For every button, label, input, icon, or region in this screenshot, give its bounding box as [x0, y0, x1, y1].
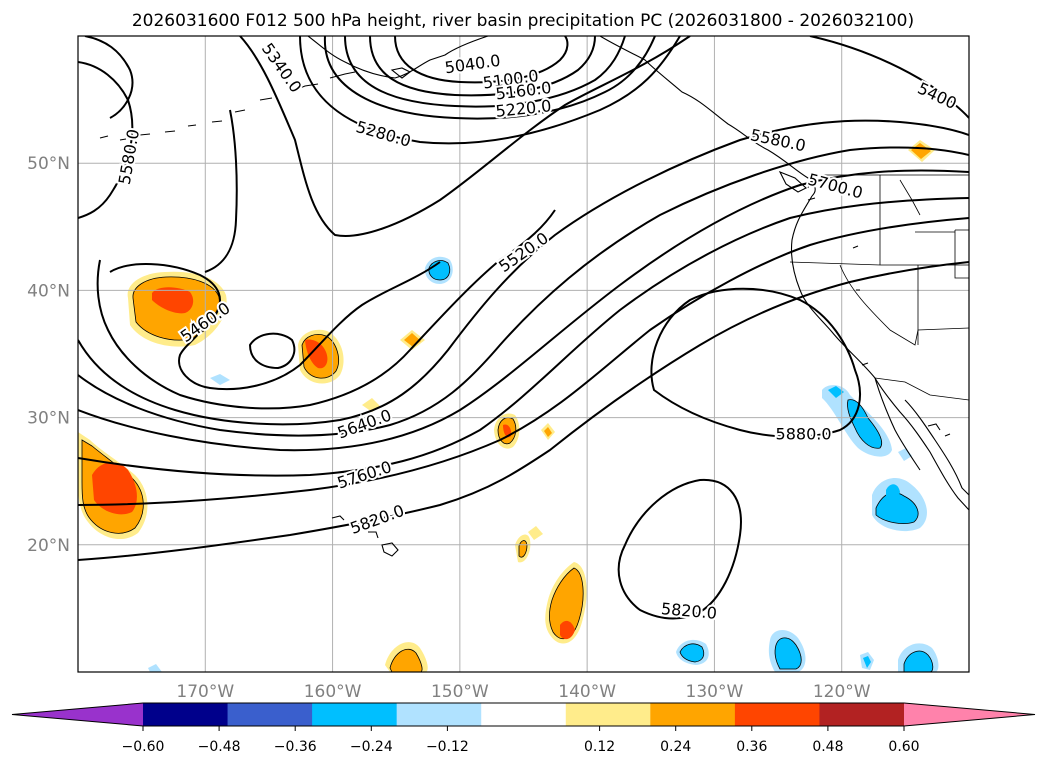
contour-5520: [96, 209, 556, 410]
contour-5640: [78, 146, 969, 437]
colorbar-tick-label: 0.48: [812, 739, 843, 755]
colorbar-segment: [650, 703, 736, 726]
contour-5700: [78, 169, 969, 452]
lon-tick-label: 130°W: [686, 682, 744, 702]
lat-tick-label: 40°N: [27, 281, 70, 301]
coastline-us-west: [790, 195, 969, 511]
colorbar-tick-label: 0.36: [736, 739, 767, 755]
contour-5580b: [204, 109, 238, 273]
coastline-baja-peninsula: [874, 377, 921, 471]
lat-tick-label: 50°N: [27, 154, 70, 174]
contour-5280: [299, 36, 681, 145]
colorbar-tick-label: 0.24: [660, 739, 691, 755]
colorbar-tick-label: 0.60: [888, 739, 919, 755]
precip-area-negative-pc: [148, 256, 939, 672]
contour-5580c: [78, 119, 969, 426]
colorbar-tick-labels: −0.60 −0.48 −0.36 −0.24 −0.12 0.12 0.24 0.36 0.4…: [122, 726, 920, 755]
contour-5160: [344, 36, 626, 108]
contour-5340b: [239, 36, 691, 237]
contour-5760: [78, 197, 969, 477]
coastline-british-columbia: [599, 36, 816, 197]
figure-title: 2026031600 F012 500 hPa height, river ba…: [132, 11, 914, 31]
contour-5100: [369, 36, 596, 97]
contour-5820b: [78, 261, 969, 561]
contour-5220: [323, 36, 656, 120]
colorbar-extend-low: [12, 703, 143, 726]
contour-5340: [84, 36, 134, 119]
colorbar-tick-label: −0.12: [426, 739, 469, 755]
colorbar-segment: [227, 703, 313, 726]
coastline-hawaii: [331, 515, 399, 557]
precipitation-shading: [78, 140, 939, 672]
precip-area-east-pacific-spots: [362, 140, 935, 672]
precip-area-dateline-subtropics: [78, 432, 148, 540]
coastline-vancouver-island: [778, 170, 807, 193]
coastline-baja-gulf: [904, 399, 969, 496]
map-gridlines: [78, 36, 969, 672]
map-frame: [77, 35, 970, 673]
contour-5400: [809, 36, 969, 119]
coastline-islands-east-pacific: [807, 197, 951, 437]
contour-5820-south: [617, 478, 742, 620]
contour-5880: [650, 287, 861, 438]
colorbar-segment: [312, 703, 398, 726]
colorbar-extend-high: [904, 703, 1035, 726]
lat-tick-label: 20°N: [27, 536, 70, 556]
colorbar-segment: [565, 703, 651, 726]
contour-5580: [78, 61, 134, 219]
contour-5040: [394, 36, 569, 84]
lon-tick-label: 160°W: [304, 682, 362, 702]
coastline-aleutian-islands-west: [99, 135, 127, 141]
colorbar-tick-label: 0.12: [584, 739, 615, 755]
contour-5460-low: [248, 332, 296, 370]
coastline-kodiak: [390, 67, 412, 79]
latitude-tick-labels: 50°N 40°N 30°N 20°N: [27, 154, 70, 556]
lat-tick-label: 30°N: [27, 409, 70, 429]
longitude-tick-labels: 170°W 160°W 150°W 140°W 130°W 120°W: [176, 682, 870, 702]
colorbar: [11, 702, 1036, 727]
contour-5820: [78, 217, 969, 506]
colorbar-segment: [819, 703, 905, 726]
coastline-alaska: [307, 36, 489, 79]
height-contour-lines: [78, 36, 969, 620]
colorbar-segment: [481, 703, 567, 726]
lon-tick-label: 170°W: [176, 682, 234, 702]
lon-tick-label: 140°W: [558, 682, 616, 702]
lon-tick-label: 120°W: [813, 682, 871, 702]
colorbar-segment: [396, 703, 482, 726]
coastline-aleutians: [139, 71, 356, 136]
colorbar-tick-label: −0.36: [274, 739, 317, 755]
colorbar-tick-label: −0.60: [122, 739, 165, 755]
colorbar-segment: [143, 703, 229, 726]
colorbar-segment: [734, 703, 820, 726]
lon-tick-label: 150°W: [431, 682, 489, 702]
contour-label: 5880.0: [776, 425, 832, 444]
colorbar-tick-label: −0.24: [350, 739, 393, 755]
colorbar-tick-label: −0.48: [198, 739, 241, 755]
contour-5460: [109, 261, 441, 391]
coastlines: [99, 36, 969, 557]
